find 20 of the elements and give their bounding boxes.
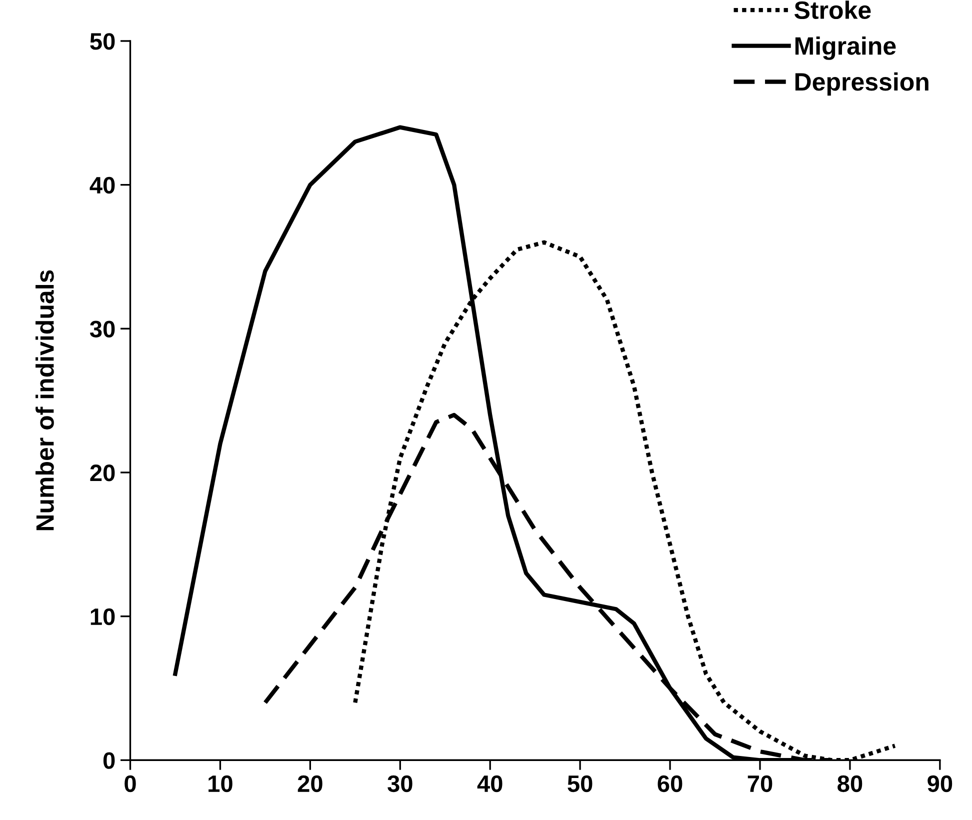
legend-label: Stroke [794, 0, 871, 20]
y-tick-label: 30 [90, 320, 115, 338]
x-tick-label: 70 [748, 775, 772, 792]
x-tick-label: 0 [124, 775, 136, 792]
x-tick-label: 10 [208, 775, 232, 792]
y-tick-label: 0 [103, 752, 115, 769]
legend-label: Migraine [795, 36, 896, 60]
y-tick-label: 20 [90, 464, 115, 482]
y-tick-label: 50 [90, 33, 115, 50]
x-tick-label: 30 [388, 775, 412, 792]
legend-label: Depression [795, 72, 928, 96]
y-axis-title: Number of individuals [36, 270, 54, 530]
x-tick-label: 80 [838, 775, 862, 792]
y-tick-label: 40 [90, 176, 115, 194]
x-tick-label: 90 [928, 775, 952, 792]
x-tick-label: 50 [568, 775, 592, 792]
x-tick-label: 60 [658, 775, 682, 792]
y-tick-label: 10 [90, 608, 115, 626]
x-tick-label: 40 [477, 775, 502, 792]
x-tick-label: 20 [298, 775, 322, 792]
